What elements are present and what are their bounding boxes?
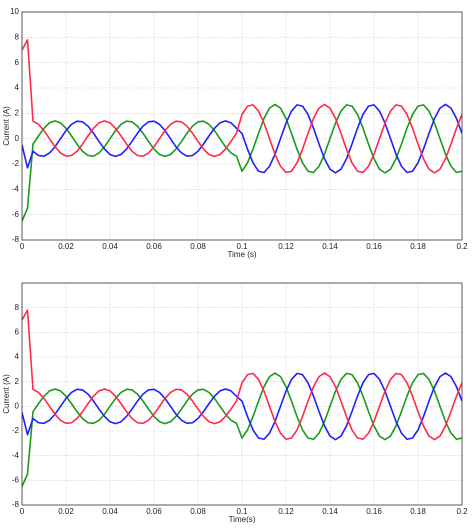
x-tick-label: 0 [20, 507, 25, 516]
x-tick-label: 0.18 [410, 507, 426, 516]
x-axis-label: Time(s) [229, 515, 256, 523]
plot-frame [21, 11, 463, 241]
x-axis-label: Time (s) [227, 250, 256, 259]
y-tick-label: -8 [12, 235, 20, 244]
y-tick-label: -4 [12, 184, 20, 193]
x-tick-label: 0.1 [236, 507, 248, 516]
y-axis-label: Current (A) [2, 374, 11, 414]
current-trace [22, 39, 462, 174]
y-tick-label: 6 [15, 58, 20, 67]
x-tick-label: 0.04 [102, 507, 118, 516]
y-tick-label: 8 [15, 32, 20, 41]
y-axis-label: Current (A) [2, 106, 11, 146]
y-tick-label: 10 [10, 7, 19, 16]
x-tick-label: 0.12 [278, 242, 294, 251]
current-trace [22, 103, 462, 174]
x-tick-label: 0.1 [236, 242, 248, 251]
y-tick-label: 0 [15, 401, 20, 410]
y-tick-label: 6 [15, 327, 20, 336]
y-tick-label: 2 [15, 377, 20, 386]
current-trace [22, 372, 462, 487]
plot-traces [22, 39, 462, 222]
x-tick-label: 0.2 [456, 507, 468, 516]
y-tick-label: -2 [12, 159, 20, 168]
current-trace [22, 372, 462, 441]
x-tick-label: 0 [20, 242, 25, 251]
y-tick-label: -2 [12, 426, 20, 435]
x-tick-label: 0.16 [366, 242, 382, 251]
x-tick-label: 0.06 [146, 242, 162, 251]
current-trace [22, 103, 462, 222]
x-tick-label: 0.02 [58, 507, 74, 516]
current-trace [22, 309, 462, 441]
plot-traces [22, 309, 462, 487]
x-tick-label: 0.12 [278, 507, 294, 516]
x-tick-label: 0.06 [146, 507, 162, 516]
x-tick-label: 0.02 [58, 242, 74, 251]
x-tick-label: 0.2 [456, 242, 468, 251]
y-tick-label: -6 [12, 210, 20, 219]
x-tick-label: 0.14 [322, 242, 338, 251]
x-tick-label: 0.16 [366, 507, 382, 516]
x-tick-label: 0.08 [190, 507, 206, 516]
y-tick-label: 2 [15, 108, 20, 117]
y-tick-label: 4 [15, 83, 20, 92]
y-tick-label: 4 [15, 352, 20, 361]
x-tick-label: 0.14 [322, 507, 338, 516]
y-tick-label: 8 [15, 303, 20, 312]
y-tick-label: -4 [12, 451, 20, 460]
y-tick-label: -8 [12, 500, 20, 509]
y-tick-label: 0 [15, 134, 20, 143]
x-tick-label: 0.04 [102, 242, 118, 251]
x-tick-label: 0.18 [410, 242, 426, 251]
plot-frame [21, 282, 463, 506]
x-tick-label: 0.08 [190, 242, 206, 251]
y-tick-label: -6 [12, 475, 20, 484]
